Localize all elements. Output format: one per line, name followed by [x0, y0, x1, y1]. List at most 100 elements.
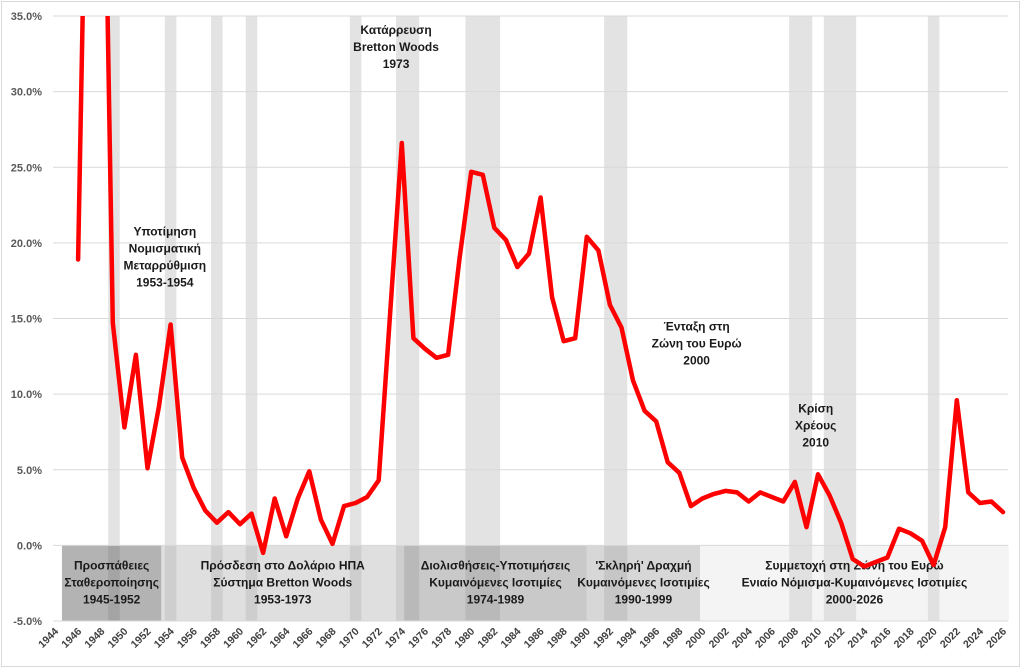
- period-label-line: Ενιαίο Νόμισμα-Κυμαινόμενες Ισοτιμίες: [742, 575, 968, 589]
- x-tick-label: 1960: [221, 626, 246, 651]
- x-tick-label: 2024: [961, 626, 986, 651]
- x-tick-label: 1952: [129, 626, 154, 651]
- annotation: Ένταξη στη Ζώνη του Ευρώ 2000: [652, 320, 742, 368]
- x-tick-label: 1980: [452, 626, 477, 651]
- shaded-year-band-overlay: [927, 545, 940, 621]
- y-tick-label: 25.0%: [11, 162, 42, 174]
- y-tick-label: 5.0%: [17, 465, 42, 477]
- x-tick-label: 1976: [406, 626, 431, 651]
- period-label-line: 1945-1952: [83, 592, 141, 606]
- x-tick-label: 1946: [59, 626, 84, 651]
- annotation-line: Κατάρρευση: [360, 23, 431, 37]
- x-tick-label: 1964: [267, 626, 292, 651]
- x-tick-label: 2020: [915, 626, 940, 651]
- annotation-line: 1953-1954: [136, 275, 194, 289]
- x-tick-label: 1968: [314, 626, 339, 651]
- x-tick-label: 1954: [152, 626, 177, 651]
- period-label: Συμμετοχή στη Ζώνη του Ευρώ Ενιαίο Νόμισμ…: [742, 558, 968, 606]
- annotation-line: Ένταξη στη: [664, 320, 730, 334]
- x-tick-label: 1948: [82, 626, 107, 651]
- x-tick-label: 1956: [175, 626, 200, 651]
- gridlines-layer: [53, 15, 1008, 622]
- shaded-year-band-overlay: [349, 545, 362, 621]
- x-tick-label: 1992: [591, 626, 616, 651]
- annotation-line: Χρέους: [795, 418, 836, 432]
- annotation: Υποτίμηση Νομισματική Μεταρρύθμιση 1953-195…: [124, 224, 207, 289]
- x-tick-label: 1958: [198, 626, 223, 651]
- x-tick-label: 1974: [383, 626, 408, 651]
- y-tick-label: 30.0%: [11, 87, 42, 99]
- annotation: Κατάρρευση Bretton Woods 1973: [353, 23, 439, 71]
- x-tick-label: 2010: [799, 626, 824, 651]
- x-tick-label: 1970: [337, 626, 362, 651]
- x-tick-label: 2000: [684, 626, 709, 651]
- period-label-line: Διολισθήσεις-Υποτιμήσεις: [421, 558, 571, 572]
- shaded-year-band-overlay: [245, 545, 258, 621]
- x-tick-label: 2006: [753, 626, 778, 651]
- x-tick-label: 2026: [984, 626, 1009, 651]
- annotation-line: Κρίση: [798, 401, 833, 415]
- y-tick-label: 15.0%: [11, 314, 42, 326]
- x-tick-label: 2004: [730, 626, 755, 651]
- x-tick-label: 1990: [568, 626, 593, 651]
- shaded-year-band-overlay: [789, 545, 813, 621]
- x-tick-label: 1986: [522, 626, 547, 651]
- x-tick-label: 1978: [429, 626, 454, 651]
- annotation-line: Ζώνη του Ευρώ: [652, 337, 742, 351]
- x-tick-label: 1950: [105, 626, 130, 651]
- x-tick-label: 2002: [707, 626, 732, 651]
- x-tick-label: 1984: [499, 626, 524, 651]
- x-tick-label: 1972: [360, 626, 385, 651]
- period-label-line: Κυμαινόμενες Ισοτιμίες: [577, 575, 710, 589]
- period-label-line: Σταθεροποίησης: [64, 575, 159, 589]
- x-tick-label: 1944: [36, 626, 61, 651]
- period-label: Πρόσδεση στο Δολάριο ΗΠΑ Σύστημα Bretton …: [201, 558, 366, 606]
- period-label-line: 1974-1989: [467, 592, 525, 606]
- x-tick-label: 1988: [545, 626, 570, 651]
- annotation-line: 2000: [683, 354, 710, 368]
- y-axis: 35.0% 30.0% 25.0% 20.0% 15.0% 10.0% 5.0% 0.0% -5…: [11, 11, 42, 628]
- shaded-year-band-overlay: [604, 545, 628, 621]
- y-tick-label: 35.0%: [11, 11, 42, 23]
- x-axis: 1944194619481950195219541956195819601962…: [36, 626, 1009, 651]
- series-layer: [75, 16, 1006, 569]
- period-labels-layer: Προσπάθειες Σταθεροποίησης 1945-1952 Πρόσδε…: [64, 558, 967, 606]
- x-tick-label: 1998: [660, 626, 685, 651]
- x-tick-label: 1996: [637, 626, 662, 651]
- period-label-line: 1953-1973: [254, 592, 312, 606]
- shaded-year-band-overlay: [465, 545, 501, 621]
- period-label: Προσπάθειες Σταθεροποίησης 1945-1952: [64, 558, 159, 606]
- annotation-line: Υποτίμηση: [133, 224, 196, 238]
- annotation-line: Bretton Woods: [353, 40, 439, 54]
- annotation-line: 2010: [802, 435, 829, 449]
- x-tick-label: 1966: [290, 626, 315, 651]
- y-tick-label: -5.0%: [13, 616, 42, 628]
- period-label-line: Σύστημα Bretton Woods: [213, 575, 352, 589]
- annotations-layer: Υποτίμηση Νομισματική Μεταρρύθμιση 1953-195…: [124, 23, 837, 449]
- x-tick-label: 1982: [475, 626, 500, 651]
- period-label-line: Συμμετοχή στη Ζώνη του Ευρώ: [765, 558, 943, 572]
- annotation: Κρίση Χρέους 2010: [795, 401, 836, 449]
- x-tick-label: 2012: [822, 626, 847, 651]
- period-label-line: 'Σκληρή' Δραχμή: [595, 558, 691, 572]
- period-band: [161, 545, 405, 621]
- y-tick-label: 0.0%: [17, 540, 42, 552]
- shaded-year-band-overlay: [211, 545, 223, 621]
- x-tick-label: 2014: [845, 626, 870, 651]
- shaded-year-band-overlay: [396, 545, 420, 621]
- x-tick-label: 2018: [892, 626, 917, 651]
- x-tick-label: 1962: [244, 626, 269, 651]
- x-tick-label: 2016: [869, 626, 894, 651]
- annotation-line: 1973: [383, 57, 410, 71]
- period-label-line: Κυμαινόμενες Ισοτιμίες: [429, 575, 562, 589]
- period-label-line: Πρόσδεση στο Δολάριο ΗΠΑ: [201, 558, 366, 572]
- period-label-line: Προσπάθειες: [74, 558, 149, 572]
- y-tick-label: 10.0%: [11, 389, 42, 401]
- period-label-line: 2000-2026: [826, 592, 884, 606]
- x-tick-label: 2022: [938, 626, 963, 651]
- annotation-line: Νομισματική: [129, 241, 201, 255]
- x-tick-label: 1994: [614, 626, 639, 651]
- annotation-line: Μεταρρύθμιση: [124, 258, 207, 272]
- period-label: 'Σκληρή' Δραχμή Κυμαινόμενες Ισοτιμίες 199…: [577, 558, 710, 606]
